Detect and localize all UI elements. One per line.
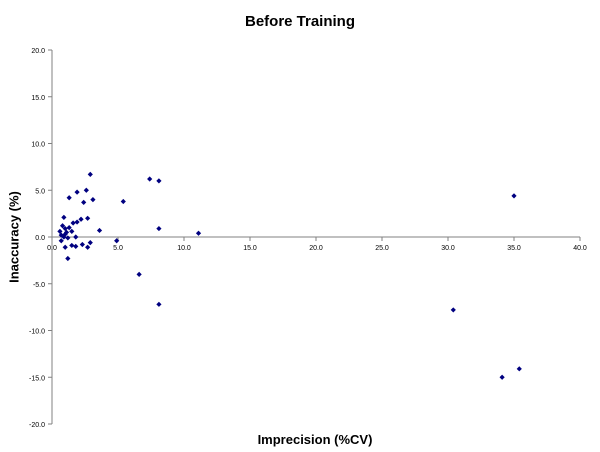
x-tick-label: 25.0 bbox=[375, 245, 389, 252]
chart-title: Before Training bbox=[244, 13, 356, 30]
data-point bbox=[73, 243, 79, 249]
data-point bbox=[65, 235, 71, 241]
x-tick-label: 15.0 bbox=[243, 245, 257, 252]
data-point bbox=[70, 220, 76, 226]
data-point bbox=[58, 238, 64, 244]
data-point bbox=[85, 215, 91, 221]
data-points bbox=[57, 171, 522, 380]
y-tick-label: -5.0 bbox=[33, 282, 45, 289]
data-point bbox=[499, 374, 505, 380]
data-point bbox=[83, 187, 89, 193]
data-point bbox=[74, 219, 80, 225]
data-point bbox=[156, 301, 162, 307]
data-point bbox=[65, 255, 71, 262]
data-point bbox=[74, 189, 80, 195]
axis-ticks: 20.0 15.0 10.0 5.0 0.0 -5.0 -10.0 -15.0 -20.0 0.0… bbox=[29, 48, 587, 429]
data-point bbox=[90, 197, 96, 203]
data-point bbox=[85, 244, 91, 250]
x-tick-label: 30.0 bbox=[441, 245, 455, 252]
x-axis-label: Imprecision (%CV) bbox=[257, 432, 373, 447]
data-point bbox=[120, 198, 126, 205]
y-tick-label: 0.0 bbox=[35, 235, 45, 242]
data-point bbox=[156, 178, 162, 184]
data-point bbox=[61, 214, 67, 220]
data-point bbox=[73, 234, 79, 240]
y-tick-label: -20.0 bbox=[29, 422, 45, 429]
data-point bbox=[87, 240, 93, 246]
data-point bbox=[57, 228, 63, 234]
data-point bbox=[61, 234, 67, 240]
x-tick-label: 20.0 bbox=[309, 245, 323, 252]
x-tick-label: 35.0 bbox=[507, 245, 521, 252]
data-point bbox=[156, 225, 162, 232]
y-tick-label: 5.0 bbox=[35, 188, 45, 195]
data-point bbox=[147, 176, 153, 182]
data-point bbox=[66, 225, 72, 231]
data-point bbox=[450, 307, 456, 313]
data-point bbox=[516, 366, 522, 372]
x-tick-label: 0.0 bbox=[47, 245, 57, 252]
y-tick-label: 20.0 bbox=[31, 48, 45, 55]
data-point bbox=[81, 199, 87, 206]
y-tick-label: 10.0 bbox=[31, 142, 45, 149]
data-point bbox=[66, 195, 72, 201]
data-point bbox=[62, 244, 68, 250]
data-point bbox=[69, 228, 75, 234]
data-point bbox=[114, 238, 120, 244]
data-point bbox=[78, 216, 84, 222]
data-point bbox=[69, 242, 75, 249]
data-point bbox=[136, 271, 142, 277]
data-point bbox=[96, 227, 103, 234]
data-point bbox=[511, 193, 517, 199]
x-tick-label: 5.0 bbox=[113, 245, 123, 252]
x-tick-label: 10.0 bbox=[177, 245, 191, 252]
y-tick-label: -15.0 bbox=[29, 375, 45, 382]
data-point bbox=[87, 171, 93, 177]
x-tick-label: 40.0 bbox=[573, 245, 587, 252]
data-point bbox=[195, 230, 202, 236]
y-tick-label: -10.0 bbox=[29, 329, 45, 336]
data-point bbox=[59, 223, 66, 229]
y-tick-label: 15.0 bbox=[31, 95, 45, 102]
y-axis-label: Inaccuracy (%) bbox=[6, 191, 22, 283]
data-point bbox=[79, 241, 85, 248]
